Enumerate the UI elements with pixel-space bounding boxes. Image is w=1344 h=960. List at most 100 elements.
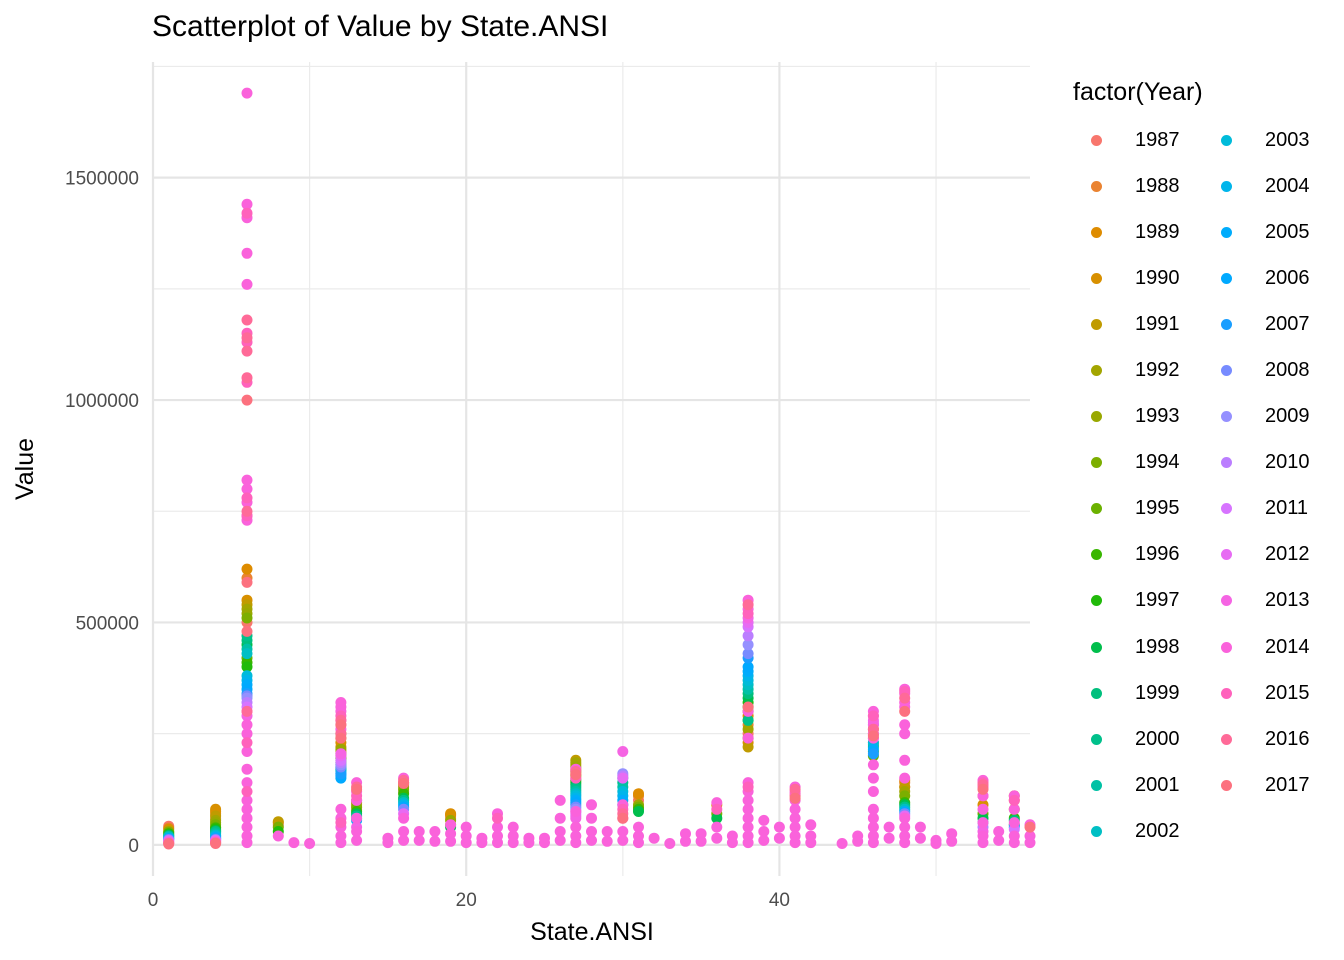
data-point (946, 835, 958, 847)
data-point (680, 828, 691, 840)
data-point (351, 783, 363, 795)
data-point (899, 692, 911, 704)
data-point (241, 345, 253, 357)
data-point (899, 772, 911, 784)
legend-item: 2000 (1073, 716, 1203, 762)
data-point (805, 819, 817, 831)
data-point (429, 826, 441, 837)
data-point (460, 837, 472, 849)
data-point (1008, 837, 1020, 849)
data-point (742, 781, 754, 793)
legend-key-dot (1091, 687, 1102, 699)
data-point (241, 563, 253, 575)
data-point (946, 828, 958, 840)
legend-label: 1992 (1135, 359, 1180, 382)
legend-key-dot (1091, 641, 1102, 653)
legend-label: 2001 (1135, 773, 1180, 796)
legend-key-dot (1091, 272, 1102, 284)
legend-key-dot (1091, 457, 1102, 469)
data-point (398, 778, 410, 789)
legend-title: factor(Year) (1073, 78, 1203, 106)
data-point (742, 803, 754, 815)
legend-key-dot (1221, 549, 1232, 561)
data-point (742, 812, 754, 824)
data-point (617, 834, 629, 846)
data-point (867, 803, 879, 815)
legend-item: 2006 (1203, 255, 1333, 301)
data-point (695, 828, 707, 840)
data-point (742, 741, 754, 753)
data-point (867, 837, 879, 849)
legend-item: 1997 (1073, 578, 1203, 624)
legend-item: 1996 (1073, 532, 1203, 578)
data-point (742, 599, 754, 611)
data-point (398, 812, 410, 824)
legend-label: 2003 (1265, 128, 1310, 151)
data-point (241, 728, 253, 740)
legend-label: 1987 (1135, 128, 1180, 151)
data-point (445, 819, 457, 831)
data-point (617, 812, 629, 824)
data-point (539, 837, 550, 849)
data-point (711, 803, 723, 815)
chart-title: Scatterplot of Value by State.ANSI (152, 10, 609, 43)
data-point (867, 772, 879, 784)
data-point (554, 812, 566, 824)
data-point (241, 505, 253, 517)
data-point (586, 812, 597, 824)
data-point (570, 837, 582, 849)
legend-key-dot (1221, 318, 1232, 330)
data-point (867, 786, 879, 797)
data-point (554, 834, 566, 846)
legend-label: 2011 (1265, 497, 1309, 520)
data-point (351, 834, 363, 846)
legend-key-dot (1221, 365, 1232, 377)
data-point (867, 759, 879, 771)
data-point (241, 87, 253, 99)
data-point (633, 788, 644, 800)
legend-key-dot (1221, 457, 1232, 469)
legend-key-dot (1091, 503, 1102, 515)
legend-key-dot (1091, 733, 1102, 745)
legend-key-dot (1221, 687, 1232, 699)
data-point (163, 838, 175, 850)
data-point (241, 278, 253, 290)
data-point (335, 837, 347, 849)
data-point (899, 705, 911, 717)
data-point (241, 576, 253, 588)
data-point (351, 826, 363, 837)
x-tick-label: 40 (769, 890, 790, 911)
legend-label: 2000 (1135, 727, 1180, 750)
data-point (492, 821, 503, 833)
data-point (899, 837, 911, 849)
legend-label: 1999 (1135, 681, 1180, 704)
data-point (398, 834, 410, 846)
data-points (163, 87, 1036, 850)
data-point (554, 794, 566, 806)
data-point (241, 837, 253, 849)
legend-key-dot (1091, 595, 1102, 607)
data-point (742, 837, 754, 849)
data-point (993, 826, 1005, 837)
data-point (977, 817, 989, 829)
data-point (742, 630, 754, 642)
legend-key-dot (1221, 134, 1232, 146)
data-point (1024, 821, 1036, 833)
data-point (805, 837, 817, 849)
data-point (241, 612, 253, 624)
data-point (867, 812, 879, 824)
data-point (883, 821, 895, 833)
data-point (742, 714, 754, 726)
legend-item: 1990 (1073, 255, 1203, 301)
legend-key-dot (1221, 595, 1232, 607)
legend-label: 1995 (1135, 497, 1180, 520)
data-point (586, 834, 597, 846)
legend-label: 2015 (1265, 681, 1310, 704)
data-point (742, 723, 754, 735)
legend-key-dot (1091, 779, 1102, 791)
data-point (413, 834, 425, 846)
legend-label: 2008 (1265, 359, 1310, 382)
data-point (241, 474, 253, 486)
legend-item: 1991 (1073, 301, 1203, 347)
data-point (899, 719, 911, 731)
